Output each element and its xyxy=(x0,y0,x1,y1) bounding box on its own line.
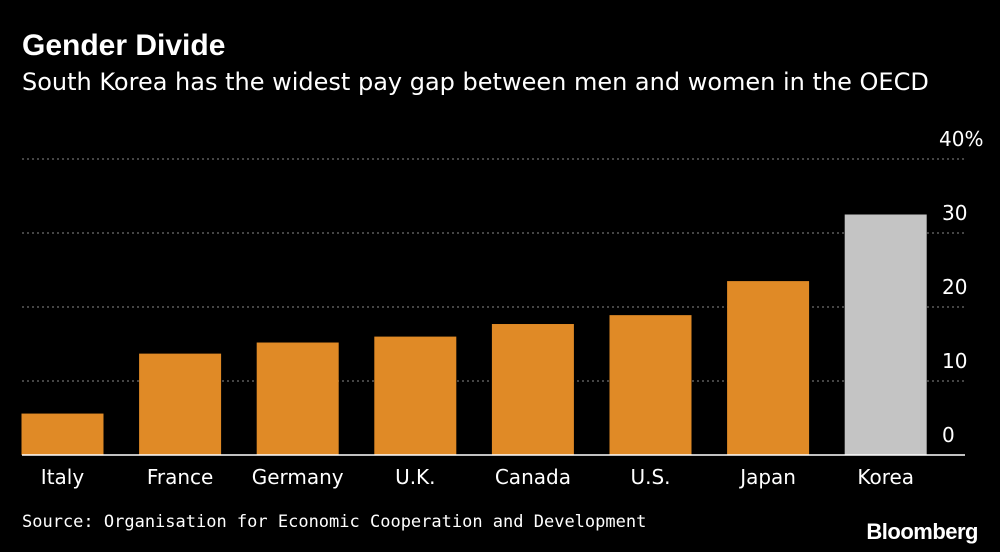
x-tick-label: Italy xyxy=(41,465,85,489)
y-tick-label: 0 xyxy=(942,423,955,447)
bar xyxy=(139,353,222,455)
x-tick-label: U.S. xyxy=(630,465,670,489)
bloomberg-logo: Bloomberg xyxy=(866,519,978,544)
y-tick-label: 30 xyxy=(942,201,967,225)
chart-title: Gender Divide xyxy=(22,29,226,62)
source-note: Source: Organisation for Economic Cooper… xyxy=(22,512,647,532)
y-tick-label: 20 xyxy=(942,275,967,299)
bar xyxy=(374,336,457,455)
bar xyxy=(727,281,810,455)
y-tick-label: 40% xyxy=(939,127,983,151)
bar xyxy=(491,324,574,455)
x-tick-label: Korea xyxy=(857,465,914,489)
bar xyxy=(844,214,927,455)
x-tick-label: U.K. xyxy=(395,465,435,489)
chart-subtitle: South Korea has the widest pay gap betwe… xyxy=(22,68,929,96)
x-tick-label: Germany xyxy=(252,465,344,489)
bar xyxy=(256,342,339,455)
x-tick-label: Canada xyxy=(495,465,571,489)
x-tick-label: Japan xyxy=(738,465,796,489)
x-tick-label: France xyxy=(147,465,214,489)
bar xyxy=(21,413,104,455)
bar xyxy=(609,315,692,455)
y-tick-label: 10 xyxy=(942,349,967,373)
